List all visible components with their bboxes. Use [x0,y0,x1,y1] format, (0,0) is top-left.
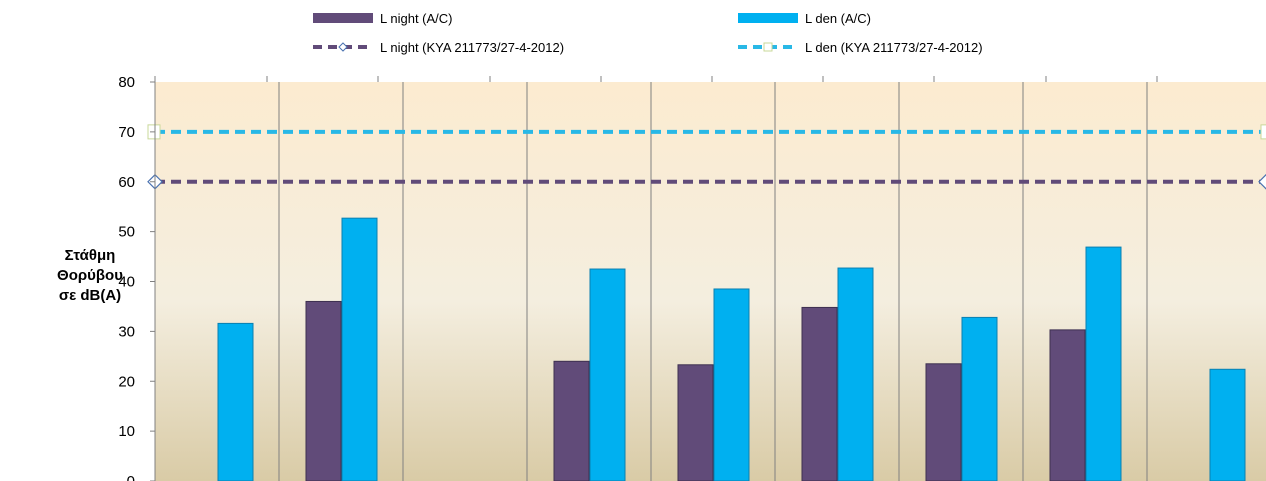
marker-l-den-limit-end [1260,124,1266,140]
y-axis-label: Στάθμη Θορύβου σε dB(A) [40,246,140,306]
bar-l-den [837,267,874,481]
bar-l-night [1049,329,1086,481]
bars [217,217,1246,481]
y-axis-label-line-3: σε dB(A) [58,287,122,304]
legend-swatch-den-bar [738,13,798,23]
bar-l-den [961,316,998,481]
legend-label-den-line: L den (KYA 211773/27-4-2012) [805,40,983,55]
y-tick-label: 50 [118,224,135,241]
y-tick-label: 0 [127,473,135,481]
y-tick-label: 40 [118,274,135,291]
bar-l-night [925,363,962,481]
bar-l-den [713,288,750,481]
y-tick-label: 70 [118,124,135,141]
y-tick-label: 10 [118,423,135,440]
y-tick-label: 30 [118,323,135,340]
legend-marker-den-line [763,42,773,52]
legend-label-night-line: L night (KYA 211773/27-4-2012) [380,40,564,55]
legend: L night (A/C) L den (A/C) L night (KYA 2… [313,11,983,55]
grid [278,82,1148,481]
marker-l-night-limit-end [1258,173,1266,190]
bar-l-night [801,306,838,481]
y-axis-label-line-2: Θορύβου [57,267,123,284]
bar-l-night [553,360,590,481]
y-tick-label: 80 [118,74,135,91]
bar-l-night [305,300,342,481]
y-axis: 0 10 20 30 40 50 60 70 80 [118,74,1158,481]
legend-swatch-night-bar [313,13,373,23]
bar-l-night [677,364,714,481]
bar-l-den [217,322,254,481]
y-tick-label: 20 [118,373,135,390]
bar-l-den [589,268,626,481]
legend-label-night-bar: L night (A/C) [380,11,453,26]
y-axis-label-line-1: Στάθμη [64,247,116,264]
bar-l-den [1209,368,1246,481]
legend-marker-night-line [338,42,348,52]
bar-l-den [341,217,378,481]
legend-label-den-bar: L den (A/C) [805,11,871,26]
y-tick-label: 60 [118,174,135,191]
bar-l-den [1085,246,1122,481]
reference-lines [147,124,1266,190]
